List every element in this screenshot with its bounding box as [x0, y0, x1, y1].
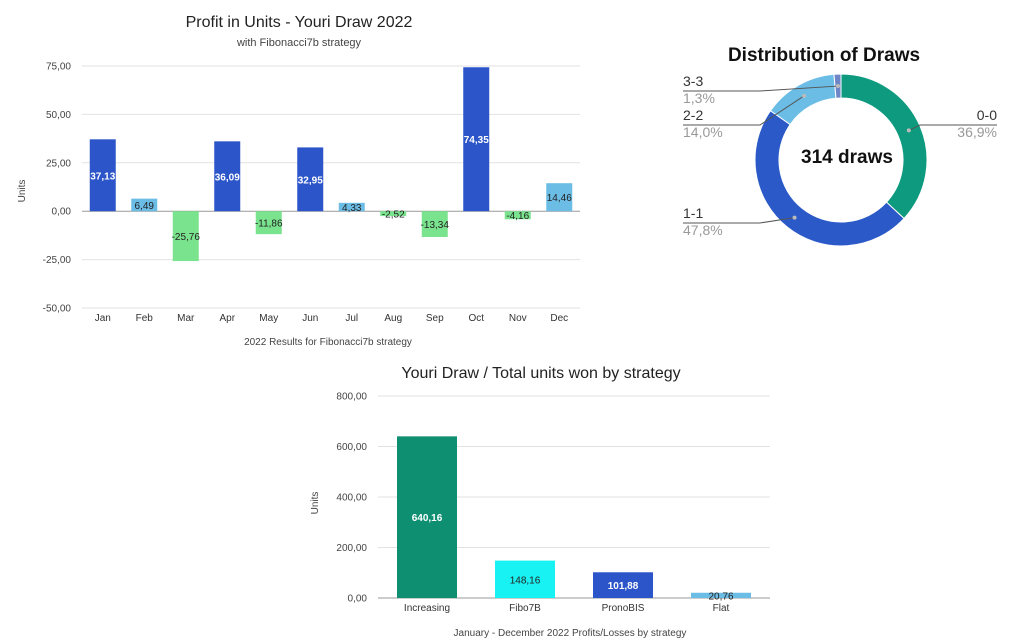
- slice-label: 3-3: [683, 73, 703, 89]
- monthly-profit-chart: Profit in Units - Youri Draw 2022 with F…: [17, 14, 580, 348]
- strategy-chart-xlabel: January - December 2022 Profits/Losses b…: [454, 628, 687, 639]
- bar-nov: [504, 211, 531, 220]
- data-label: -25,76: [172, 232, 201, 243]
- callout-dot: [906, 128, 911, 133]
- bar-flat: [691, 592, 751, 598]
- x-tick-label: Feb: [136, 313, 154, 324]
- data-label: 36,09: [215, 172, 240, 183]
- slice-percent: 36,9%: [957, 124, 997, 140]
- y-tick-label: 400,00: [336, 493, 367, 504]
- data-label: 20,76: [708, 591, 733, 602]
- y-tick-label: 50,00: [46, 110, 71, 121]
- strategy-chart-title: Youri Draw / Total units won by strategy: [401, 365, 680, 382]
- bar-apr: [214, 141, 241, 212]
- slice-percent: 14,0%: [683, 124, 723, 140]
- data-label: 101,88: [608, 581, 639, 592]
- y-tick-label: 25,00: [46, 158, 71, 169]
- data-label: 640,16: [412, 513, 443, 524]
- monthly-chart-title: Profit in Units - Youri Draw 2022: [186, 14, 413, 31]
- bar-jun: [297, 147, 324, 212]
- slice-percent: 1,3%: [683, 90, 715, 106]
- data-label: -4,16: [506, 211, 529, 222]
- x-tick-label: Fibo7B: [509, 603, 541, 614]
- bar-jan: [89, 139, 116, 212]
- data-label: -2,52: [382, 210, 405, 221]
- slice-1-1: [754, 110, 905, 247]
- strategy-total-chart: Youri Draw / Total units won by strategy…: [310, 365, 770, 639]
- data-label: 6,49: [135, 201, 155, 212]
- data-label: 37,13: [90, 171, 115, 182]
- callout-dot: [835, 84, 840, 89]
- monthly-chart-subtitle: with Fibonacci7b strategy: [236, 37, 362, 49]
- x-tick-label: Dec: [550, 313, 568, 324]
- data-label: 32,95: [298, 175, 323, 186]
- slice-2-2: [769, 73, 837, 126]
- x-tick-label: PronoBIS: [602, 603, 645, 614]
- slice-label: 1-1: [683, 205, 703, 221]
- bar-jul: [338, 202, 365, 212]
- callout-line: [908, 124, 997, 131]
- x-tick-label: Jul: [345, 313, 358, 324]
- strategy-chart-ylabel: Units: [310, 492, 321, 515]
- bar-oct: [463, 67, 490, 212]
- bar-mar: [172, 211, 199, 262]
- x-tick-label: Nov: [509, 313, 527, 324]
- x-tick-label: Flat: [713, 603, 730, 614]
- donut-center-label: 314 draws: [801, 147, 893, 168]
- bar-pronobis: [593, 572, 653, 598]
- distribution-chart-title: Distribution of Draws: [728, 45, 920, 66]
- y-tick-label: 75,00: [46, 62, 71, 73]
- y-tick-label: 0,00: [348, 594, 368, 605]
- x-tick-label: Increasing: [404, 603, 450, 614]
- callout-line: [683, 217, 795, 224]
- callout-line: [683, 95, 805, 126]
- data-label: -11,86: [255, 219, 283, 230]
- bar-increasing: [397, 436, 457, 598]
- data-label: -13,34: [421, 220, 450, 231]
- x-tick-label: Mar: [177, 313, 195, 324]
- monthly-chart-xlabel: 2022 Results for Fibonacci7b strategy: [244, 337, 412, 348]
- bar-feb: [131, 198, 158, 212]
- y-tick-label: -25,00: [43, 255, 72, 266]
- x-tick-label: Oct: [468, 313, 484, 324]
- data-label: 148,16: [510, 575, 541, 586]
- y-tick-label: 0,00: [52, 207, 72, 218]
- data-label: 74,35: [464, 135, 489, 146]
- monthly-chart-ylabel: Units: [17, 180, 28, 203]
- x-tick-label: Sep: [426, 313, 444, 324]
- data-label: 14,46: [547, 193, 572, 204]
- draw-distribution-chart: Distribution of Draws 314 draws 0-036,9%…: [683, 45, 997, 247]
- x-tick-label: Jun: [302, 313, 318, 324]
- bar-aug: [380, 211, 407, 217]
- x-tick-label: Aug: [384, 313, 402, 324]
- bar-fibo7b: [495, 560, 555, 598]
- callout-line: [683, 85, 839, 92]
- bar-sep: [421, 211, 448, 238]
- callout-dot: [792, 215, 797, 220]
- x-tick-label: Jan: [95, 313, 111, 324]
- data-label: 4,33: [342, 203, 362, 214]
- callout-dot: [802, 93, 807, 98]
- y-tick-label: 800,00: [336, 392, 367, 403]
- bar-may: [255, 211, 282, 235]
- slice-percent: 47,8%: [683, 222, 723, 238]
- y-tick-label: 600,00: [336, 442, 367, 453]
- y-tick-label: -50,00: [43, 304, 72, 315]
- y-tick-label: 200,00: [336, 543, 367, 554]
- slice-label: 2-2: [683, 107, 703, 123]
- x-tick-label: Apr: [219, 313, 235, 324]
- x-tick-label: May: [259, 313, 278, 324]
- bar-dec: [546, 183, 573, 212]
- slice-label: 0-0: [977, 107, 997, 123]
